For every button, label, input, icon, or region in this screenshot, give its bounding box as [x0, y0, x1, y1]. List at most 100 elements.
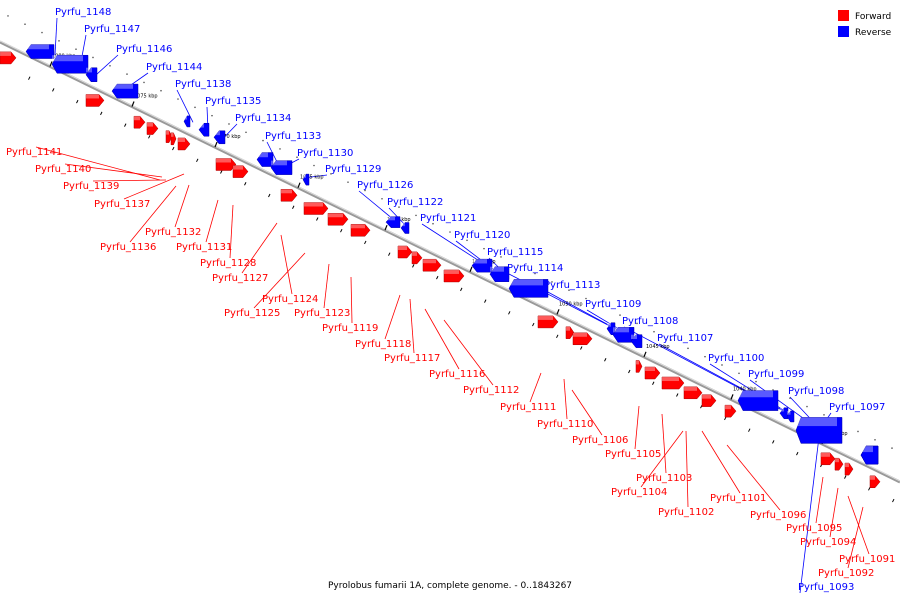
- Pyrfu_1117-label: Pyrfu_1117: [384, 353, 440, 364]
- Pyrfu_1098-label: Pyrfu_1098: [788, 386, 844, 397]
- track-dot: [551, 281, 553, 283]
- Pyrfu_1136-label: Pyrfu_1136: [100, 242, 156, 253]
- gap-marker: [748, 428, 751, 432]
- track-dot: [585, 297, 587, 300]
- Pyrfu_1113-gene-arrow: [612, 327, 635, 343]
- Pyrfu_1117-gene-arrow: [411, 251, 423, 265]
- Pyrfu_1131-gene-arrow: [177, 137, 191, 151]
- track-dot: [891, 447, 893, 449]
- gap-marker: [508, 311, 511, 315]
- genome-backbone: [0, 40, 900, 484]
- track-dot: [483, 247, 485, 250]
- Pyrfu_1093-leader: [799, 428, 821, 594]
- track-dot: [772, 389, 774, 391]
- Pyrfu_1134-label: Pyrfu_1134: [235, 113, 291, 124]
- gap-marker: [604, 358, 607, 362]
- Pyrfu_1106-label: Pyrfu_1106: [572, 435, 628, 446]
- track-dot: [75, 48, 77, 50]
- track-dot: [58, 40, 60, 42]
- genome-backbone-highlight: [0, 40, 900, 482]
- tick-mark: [643, 351, 647, 358]
- Pyrfu_1094-label: Pyrfu_1094: [800, 537, 856, 548]
- Pyrfu_1101-label: Pyrfu_1101: [710, 493, 766, 504]
- Pyrfu_1137-label: Pyrfu_1137: [94, 199, 150, 210]
- track-dot: [721, 364, 723, 366]
- track-dot: [211, 114, 213, 117]
- track-dot: [228, 123, 230, 125]
- gap-marker: [76, 99, 79, 104]
- Pyrfu_1141-label: Pyrfu_1141: [6, 147, 62, 158]
- tick-mark: [297, 182, 301, 188]
- track-dot: [262, 139, 264, 142]
- Pyrfu_1121-gene-arrow: [471, 258, 493, 273]
- Pyrfu_1134-leader: [223, 123, 238, 138]
- Pyrfu_1092-gene-arrow: [869, 475, 881, 489]
- tick-label: 1065 kbp: [300, 175, 324, 181]
- Pyrfu_1125-label: Pyrfu_1125: [224, 308, 280, 319]
- Pyrfu_1125-leader: [253, 252, 306, 309]
- Pyrfu_1103-leader: [661, 413, 667, 474]
- Pyrfu_1096-leader: [726, 444, 781, 511]
- track-dot: [466, 239, 468, 242]
- Pyrfu_1146-leader: [95, 54, 119, 76]
- track-dot: [857, 430, 859, 433]
- track-dot: [619, 314, 621, 316]
- Pyrfu_1116-gene-arrow: [422, 258, 442, 272]
- Pyrfu_1120-label: Pyrfu_1120: [454, 230, 510, 241]
- Pyrfu_1148-label: Pyrfu_1148: [55, 7, 111, 18]
- Pyrfu_1091-label: Pyrfu_1091: [839, 554, 895, 565]
- tick-label: 1040 kbp: [733, 386, 757, 392]
- Pyrfu_1110-leader: [563, 378, 568, 420]
- Pyrfu_1123-gene-arrow: [327, 212, 349, 226]
- track-dot: [109, 64, 111, 67]
- Pyrfu_1118-label: Pyrfu_1118: [355, 339, 411, 350]
- Pyrfu_1112-label: Pyrfu_1112: [463, 385, 519, 396]
- gap-marker: [172, 146, 175, 151]
- Pyrfu_1146-label: Pyrfu_1146: [116, 44, 172, 55]
- legend: Forward Reverse: [838, 10, 892, 38]
- tick-mark: [384, 224, 388, 231]
- track-dot: [194, 106, 196, 109]
- track-dot: [874, 438, 876, 441]
- Pyrfu_1103-label: Pyrfu_1103: [636, 473, 692, 484]
- track-dot: [364, 189, 366, 192]
- track-dot: [534, 272, 536, 275]
- Pyrfu_1139-gene-arrow: [133, 115, 146, 129]
- track-dot: [738, 372, 740, 375]
- gap-marker: [28, 76, 31, 80]
- track-dot: [41, 31, 43, 34]
- gap-marker: [484, 299, 487, 303]
- Pyrfu_1140-label: Pyrfu_1140: [35, 164, 91, 175]
- legend-forward-label: Forward: [855, 12, 891, 22]
- Pyrfu_1124-leader: [280, 234, 293, 295]
- gap-marker: [532, 322, 535, 327]
- Pyrfu_1105-leader: [634, 405, 640, 450]
- track-dot: [568, 289, 570, 291]
- Pyrfu_1110-label: Pyrfu_1110: [537, 419, 593, 430]
- Pyrfu_1137-gene-arrow: [146, 122, 159, 135]
- track-dot: [92, 56, 94, 59]
- track-dot: [381, 197, 383, 200]
- tick-mark: [131, 101, 135, 107]
- Pyrfu_1119-leader: [350, 276, 353, 324]
- track-dot: [670, 339, 672, 341]
- Pyrfu_1147-label: Pyrfu_1147: [84, 24, 140, 35]
- Pyrfu_1144-label: Pyrfu_1144: [146, 62, 202, 73]
- Pyrfu_1104-label: Pyrfu_1104: [611, 487, 667, 498]
- track-dot: [415, 214, 417, 217]
- gap-marker: [556, 334, 559, 339]
- gap-marker: [580, 346, 583, 350]
- Pyrfu_1108-gene-arrow: [737, 390, 779, 411]
- Pyrfu_1100-label: Pyrfu_1100: [708, 353, 764, 364]
- gap-marker: [244, 182, 247, 186]
- Pyrfu_1123-leader: [323, 263, 330, 309]
- Pyrfu_1147-gene-arrow: [51, 54, 89, 74]
- track-dot: [330, 173, 332, 175]
- gap-marker: [844, 475, 847, 479]
- Pyrfu_1130-gene-arrow: [270, 160, 293, 175]
- track-dot: [602, 306, 604, 308]
- Pyrfu_1106-leader: [571, 389, 603, 436]
- Pyrfu_1128-label: Pyrfu_1128: [200, 258, 256, 269]
- track-dot: [704, 355, 706, 358]
